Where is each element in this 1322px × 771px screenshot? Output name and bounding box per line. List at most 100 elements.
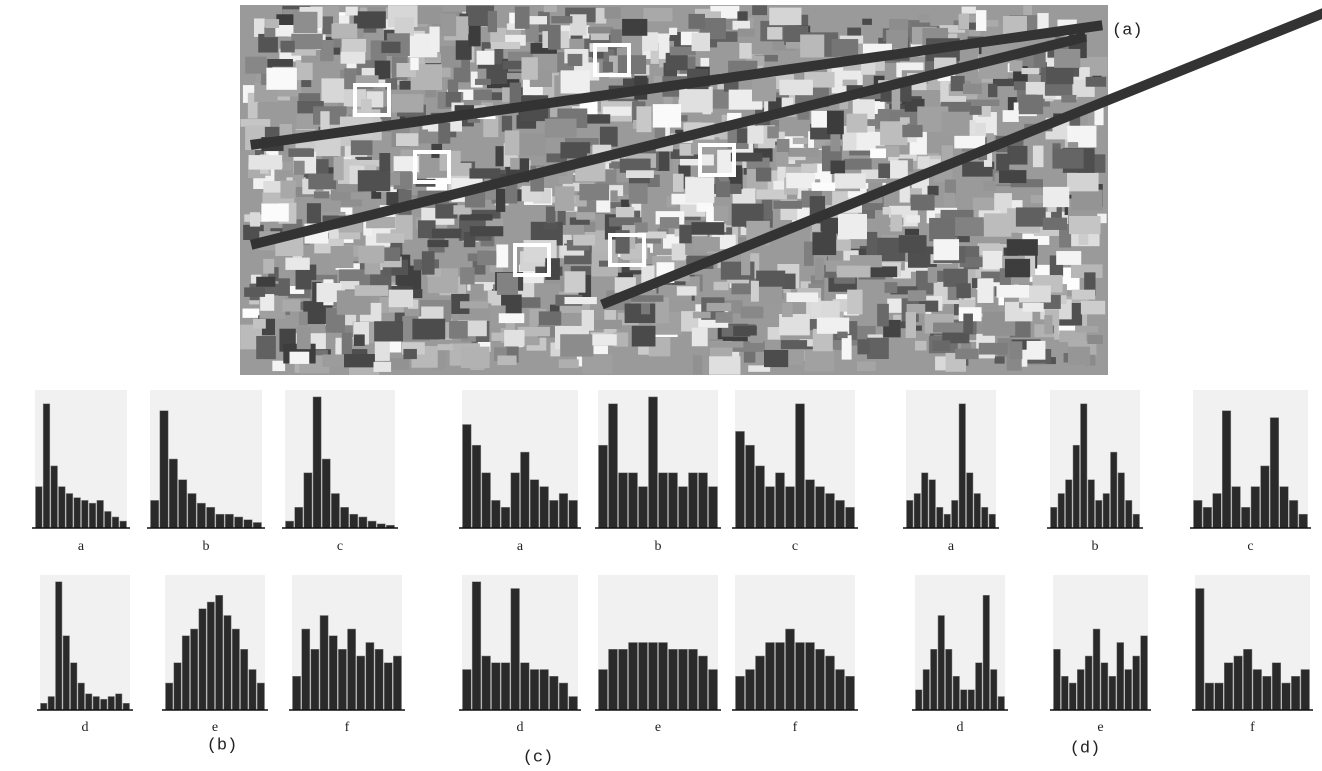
histogram-bar (689, 473, 698, 528)
histogram-bar (235, 517, 243, 528)
histogram-bar (295, 507, 303, 528)
histogram-bar (51, 466, 58, 528)
histogram-bar (530, 480, 539, 528)
histogram-background (40, 575, 130, 710)
building (830, 161, 845, 175)
histogram-bar (530, 670, 539, 711)
histogram-bar (1141, 636, 1148, 710)
histogram-bar (914, 494, 921, 529)
histogram-bar (816, 649, 825, 710)
building (592, 334, 616, 345)
building (945, 180, 956, 195)
building (979, 343, 1008, 355)
building (1081, 301, 1105, 315)
histogram-bar (1196, 589, 1205, 711)
building (900, 117, 910, 123)
building (503, 61, 524, 69)
histogram-bar (944, 514, 951, 528)
histogram-bar (916, 690, 923, 710)
histogram-bar (659, 473, 668, 528)
histogram-bar (559, 494, 568, 529)
building (477, 51, 495, 65)
histogram-bar (191, 629, 198, 710)
building (296, 60, 313, 80)
histogram-bar (1232, 487, 1241, 528)
building (786, 148, 819, 157)
building (321, 78, 346, 102)
building (579, 184, 609, 201)
building (1075, 326, 1098, 333)
histogram-bar (1213, 494, 1222, 529)
building (311, 63, 342, 80)
histogram-bar (71, 663, 78, 710)
building (1023, 5, 1032, 15)
building (344, 354, 375, 367)
histogram-bar (669, 473, 678, 528)
histogram-bar (82, 500, 89, 528)
building (1087, 335, 1102, 344)
building (933, 323, 965, 333)
histogram-bar (249, 670, 256, 711)
building (432, 229, 462, 239)
histogram-bar (937, 507, 944, 528)
histogram-bar (991, 670, 998, 711)
building (709, 356, 740, 374)
histogram-bar (1241, 507, 1250, 528)
histogram-bar (550, 500, 559, 528)
building (499, 313, 525, 323)
building (707, 303, 732, 311)
building (293, 12, 317, 33)
histogram-bar (482, 656, 491, 710)
histogram-bar (983, 595, 990, 710)
histogram-bar (241, 649, 248, 710)
histogram-bar (311, 649, 319, 710)
histogram-bar (521, 663, 530, 710)
histogram-bar (1077, 670, 1084, 711)
building (717, 150, 733, 176)
histogram-bar (559, 683, 568, 710)
histogram-bar (1073, 445, 1080, 528)
building (497, 356, 516, 366)
histogram-bar (982, 507, 989, 528)
building (837, 332, 847, 338)
building (438, 123, 450, 144)
histogram-bar (472, 445, 481, 528)
histogram-bar (619, 473, 628, 528)
building (603, 62, 613, 72)
building (688, 14, 705, 29)
histogram-bar (320, 616, 328, 711)
building (591, 320, 622, 329)
building (438, 344, 454, 350)
building (870, 148, 886, 158)
building (751, 281, 759, 302)
histogram-bar (953, 676, 960, 710)
building (764, 350, 788, 367)
histogram-bar (816, 487, 825, 528)
histogram-bar (1081, 404, 1088, 528)
histogram-bar (846, 676, 855, 710)
building (996, 285, 1029, 298)
building (779, 314, 810, 335)
building (427, 240, 448, 247)
building (460, 214, 492, 220)
building (1052, 149, 1083, 169)
building (883, 207, 891, 215)
histogram-bar (1243, 649, 1252, 710)
building (582, 310, 594, 331)
histogram-bar (1109, 676, 1116, 710)
building (983, 251, 1002, 269)
histogram-bar (1251, 487, 1260, 528)
histogram-bar (1054, 649, 1061, 710)
building (576, 212, 595, 220)
building (618, 55, 646, 74)
histogram-bar (709, 670, 718, 711)
building (560, 142, 590, 158)
histogram-bar (492, 663, 501, 710)
building (906, 215, 920, 223)
building (793, 138, 808, 145)
building (850, 255, 882, 267)
building (782, 303, 793, 317)
building (768, 327, 781, 340)
histogram-bar (836, 500, 845, 528)
histogram-bar (492, 500, 501, 528)
